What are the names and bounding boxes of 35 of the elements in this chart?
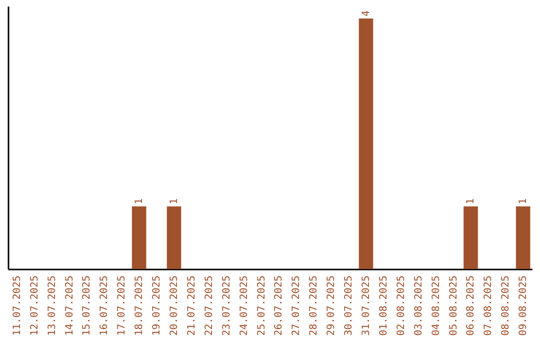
- data-label: 1: [168, 198, 180, 204]
- x-tick-label: 18.07.2025: [134, 276, 146, 336]
- data-label: 1: [518, 198, 530, 204]
- x-tick-label: 24.07.2025: [238, 276, 250, 336]
- x-tick-label: 01.08.2025: [378, 276, 390, 336]
- x-tick-label: 08.08.2025: [500, 276, 512, 336]
- x-tick-label: 25.07.2025: [256, 276, 268, 336]
- x-tick-label: 22.07.2025: [204, 276, 215, 336]
- x-tick-label: 20.07.2025: [168, 276, 180, 336]
- data-label: 4: [361, 10, 372, 17]
- x-tick-label: 17.07.2025: [116, 276, 128, 336]
- x-tick-label: 26.07.2025: [274, 276, 285, 336]
- x-tick-label: 15.07.2025: [82, 276, 93, 336]
- x-tick-label: 11.07.2025: [12, 276, 23, 336]
- x-tick-label: 30.07.2025: [344, 276, 355, 336]
- x-tick-label: 16.07.2025: [99, 276, 110, 336]
- data-label: 1: [466, 198, 477, 204]
- x-tick-label: 12.07.2025: [29, 276, 40, 336]
- x-tick-label: 29.07.2025: [326, 276, 338, 336]
- x-tick-label: 21.07.2025: [186, 276, 198, 336]
- x-tick-label: 05.08.2025: [448, 276, 460, 336]
- x-tick-label: 28.07.2025: [308, 276, 320, 336]
- data-label: 1: [134, 198, 146, 204]
- x-tick-label: 02.08.2025: [396, 276, 407, 336]
- x-tick-label: 13.07.2025: [46, 276, 58, 336]
- x-tick-label: 31.07.2025: [361, 276, 372, 336]
- x-tick-label: 07.08.2025: [483, 276, 494, 336]
- x-tick-label: 23.07.2025: [221, 276, 232, 336]
- x-tick-label: 03.08.2025: [413, 276, 424, 336]
- x-tick-label: 14.07.2025: [64, 276, 76, 336]
- x-tick-label: 04.08.2025: [430, 276, 442, 336]
- x-tick-label: 06.08.2025: [466, 276, 477, 336]
- x-tick-label: 19.07.2025: [152, 276, 163, 336]
- x-tick-label: 27.07.2025: [291, 276, 302, 336]
- x-tick-label: 09.08.2025: [518, 276, 530, 336]
